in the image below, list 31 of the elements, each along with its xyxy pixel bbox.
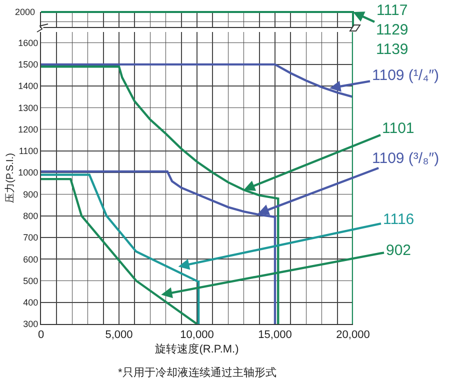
y-tick-label: 600: [23, 254, 38, 264]
y-axis-title: 压力(P.S.I.): [4, 153, 16, 203]
text: 1117 1129 1139: [376, 2, 408, 58]
y-tick-label: 900: [23, 189, 38, 200]
x-tick-label: 20,000: [336, 329, 370, 342]
annotation: 1109 (¹/₄″): [372, 67, 440, 84]
y-tick-label: 1500: [18, 60, 38, 70]
y-tick-label: 1300: [18, 102, 38, 113]
x-tick-label: 10,000: [180, 329, 214, 342]
x-tick-label: 15,000: [258, 329, 292, 342]
line-series: [41, 63, 353, 98]
x-axis-title: 旋转速度(R.P.M.): [155, 342, 239, 356]
y-tick-label: 400: [23, 298, 38, 308]
annotation: 1116: [383, 211, 414, 228]
annotation: 1101: [382, 120, 414, 137]
y-tick-label: 1400: [18, 81, 38, 92]
line-series: [41, 170, 276, 324]
annotation: 1109 (³/₈″): [372, 150, 440, 167]
y-tick-label: 1100: [18, 146, 38, 156]
text: 2000: [15, 7, 36, 17]
y-tick-label: 800: [23, 211, 38, 221]
annotation: 902: [386, 242, 412, 259]
x-tick-label: 5,000: [105, 329, 133, 342]
text: *只用于冷却液连续通过主轴形式: [118, 366, 276, 379]
y-tick-label: 1600: [18, 38, 38, 48]
x-tick-label: 0: [38, 329, 44, 342]
y-tick-label: 1000: [18, 168, 38, 178]
y-tick-label: 500: [23, 276, 38, 286]
y-tick-label: 700: [23, 232, 38, 243]
y-tick-label: 300: [23, 319, 38, 330]
y-tick-label: 1200: [18, 124, 38, 134]
